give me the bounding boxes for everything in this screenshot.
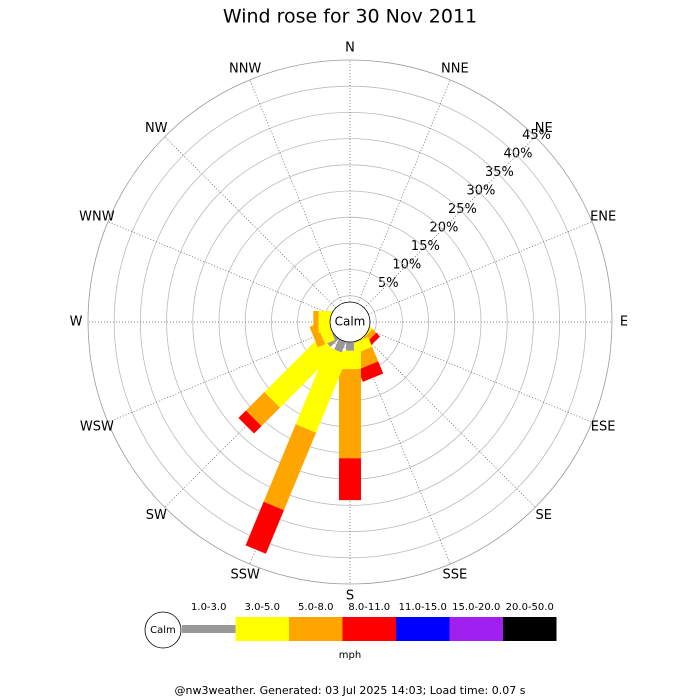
direction-bars: [245, 320, 354, 554]
legend-label: 15.0-20.0: [452, 602, 500, 613]
direction-label: WSW: [80, 419, 114, 434]
direction-label: NW: [145, 121, 168, 136]
spoke: [368, 221, 593, 315]
grid-ring: [113, 85, 587, 559]
legend-label: 1.0-3.0: [191, 602, 226, 613]
direction-bars: [238, 319, 353, 434]
direction-label: S: [346, 589, 354, 604]
spoke: [363, 136, 536, 309]
direction-label: WNW: [79, 210, 115, 225]
direction-label: ESE: [591, 419, 616, 434]
direction-label: SE: [536, 508, 552, 523]
direction-label: W: [70, 315, 83, 330]
legend-label: 3.0-5.0: [245, 602, 280, 613]
spoke: [357, 79, 451, 304]
direction-label: NE: [535, 121, 553, 136]
legend-swatch: [449, 617, 503, 641]
bar-segment: [263, 424, 317, 511]
legend: Calm mph 1.0-3.0 3.0-5.0 5.0-8.0 8.0-11.0 11…: [144, 602, 557, 661]
direction-label: SW: [146, 508, 167, 523]
legend-swatch: [503, 617, 557, 641]
calm-circle: [329, 301, 371, 343]
legend-unit: mph: [339, 650, 361, 661]
direction-label: E: [620, 315, 628, 330]
bar-segment: [339, 458, 361, 501]
direction-label: SSW: [230, 568, 260, 583]
r-tick-label: 35%: [485, 165, 514, 180]
outer-ring: [87, 59, 613, 585]
r-tick-label: 25%: [448, 202, 477, 217]
bar-segment: [357, 361, 384, 382]
direction-label: N: [345, 41, 355, 56]
legend-swatch: [182, 625, 236, 633]
spoke: [357, 340, 451, 565]
direction-label: ENE: [590, 210, 616, 225]
grid: 5%10%15%20%25%30%35%40%45%NNNENEENEEESES…: [70, 41, 629, 604]
bar-segment: [245, 501, 284, 554]
legend-calm-circle: [144, 611, 182, 649]
bar-segment: [264, 336, 336, 408]
r-tick-label: 45%: [522, 128, 551, 143]
legend-label: 20.0-50.0: [506, 602, 554, 613]
spoke: [249, 79, 343, 304]
bar-segment: [295, 346, 349, 433]
spoke: [368, 329, 593, 423]
bar-segment: [313, 311, 319, 333]
legend-label: 11.0-15.0: [399, 602, 447, 613]
spoke: [363, 335, 536, 508]
legend-swatch: [342, 617, 396, 641]
r-tick-label: 5%: [378, 276, 399, 291]
legend-swatch: [396, 617, 450, 641]
legend-label: 5.0-8.0: [298, 602, 333, 613]
direction-label: NNW: [229, 61, 261, 76]
r-tick-label: 40%: [504, 146, 533, 161]
bar-segment: [238, 410, 262, 434]
bar-segment: [318, 311, 335, 333]
legend-swatch: [235, 617, 289, 641]
r-tick-label: 15%: [411, 239, 440, 254]
footer: @nw3weather. Generated: 03 Jul 2025 14:0…: [175, 684, 526, 697]
spoke: [107, 221, 332, 315]
r-tick-label: 20%: [429, 221, 458, 236]
calm-label: Calm: [335, 315, 366, 329]
spoke: [107, 329, 332, 423]
legend-swatch: [289, 617, 343, 641]
spoke: [164, 136, 337, 309]
bar-segment: [339, 369, 361, 459]
grid-ring: [166, 138, 534, 506]
bar-segment: [245, 392, 280, 427]
foreground: Calm: [329, 301, 371, 343]
direction-label: NNE: [441, 61, 469, 76]
chart-title: Wind rose for 30 Nov 2011: [223, 6, 477, 28]
legend-calm-label: Calm: [150, 625, 176, 636]
direction-label: SSE: [442, 568, 467, 583]
legend-label: 8.0-11.0: [348, 602, 390, 613]
bars: [238, 311, 384, 554]
